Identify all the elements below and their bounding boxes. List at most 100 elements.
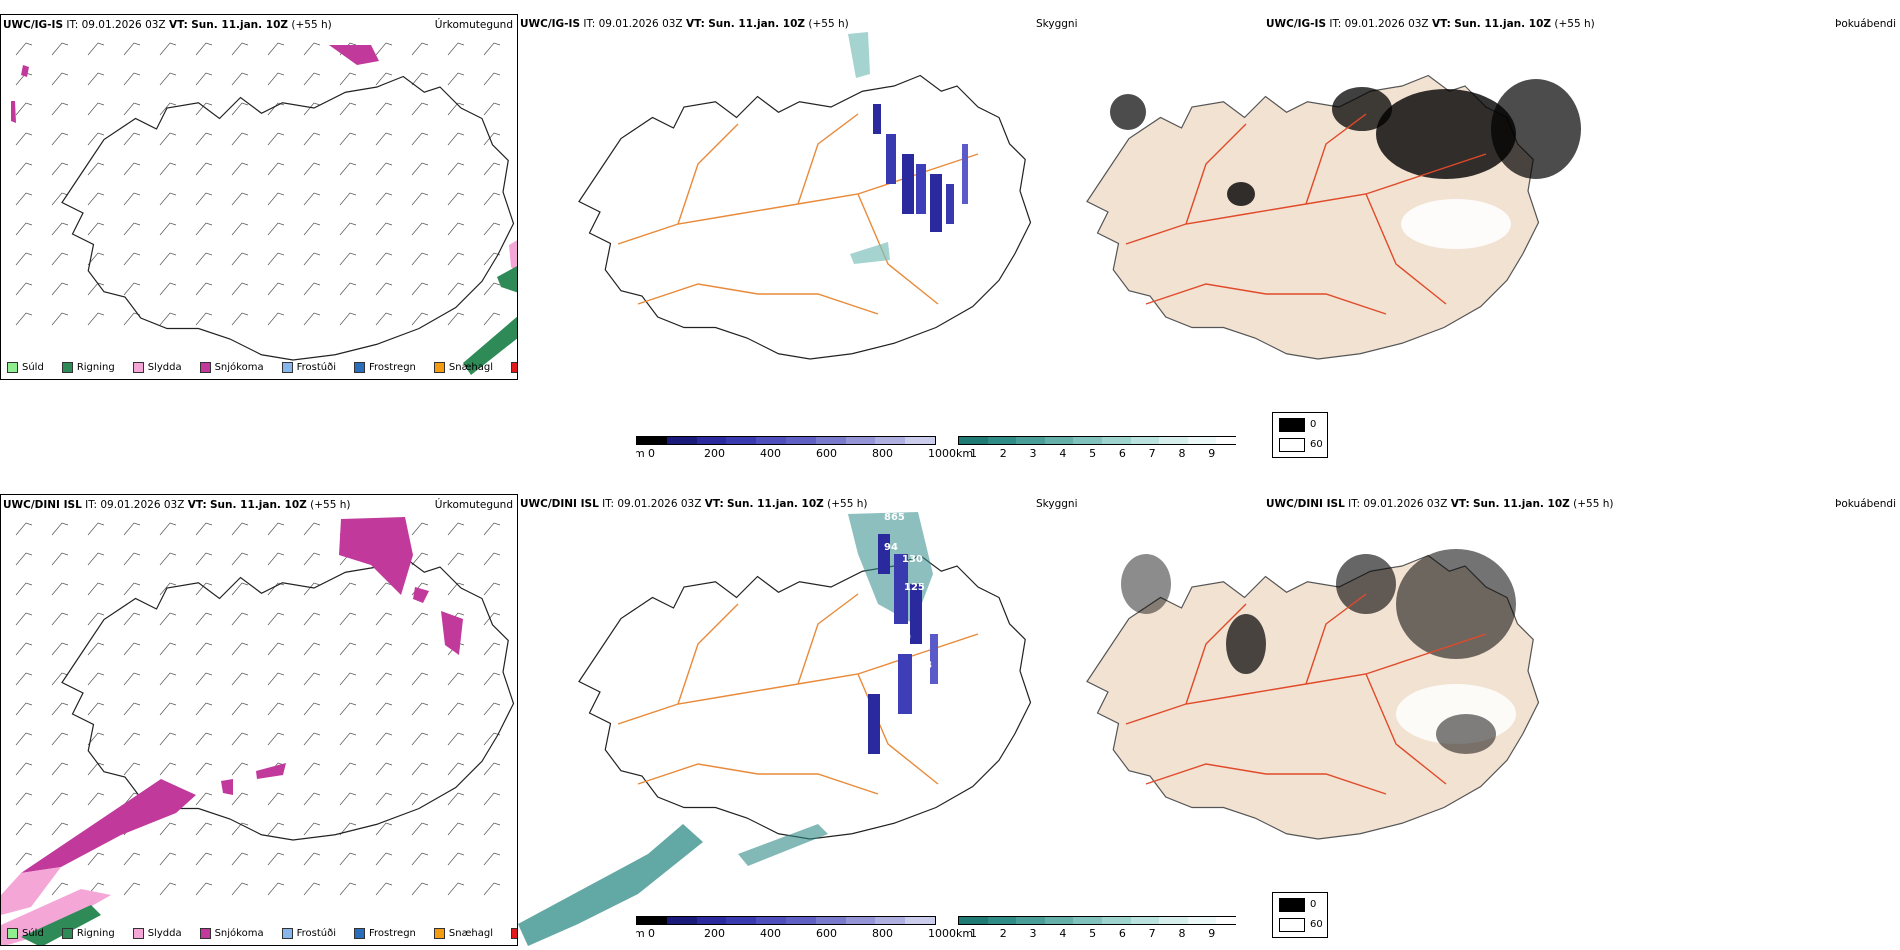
wind-barb xyxy=(159,732,177,746)
legend-swatch xyxy=(281,362,293,373)
wind-barb xyxy=(231,732,249,746)
legend-label: Súld xyxy=(22,928,44,939)
skyggni-title: Skyggni xyxy=(1036,18,1078,30)
wind-barb xyxy=(159,822,177,836)
wind-barb xyxy=(447,162,465,176)
sleet-area xyxy=(1,867,61,915)
road-network xyxy=(1125,113,1487,315)
colorbar-tick: 200 xyxy=(704,447,725,460)
wind-barb xyxy=(339,762,357,776)
colorbar-tick: 2 xyxy=(999,447,1007,460)
road-line xyxy=(1305,593,1367,685)
wind-barb xyxy=(483,642,501,656)
low-visibility-area xyxy=(848,32,870,78)
wind-barb xyxy=(231,162,249,176)
wind-barb xyxy=(411,42,429,56)
wind-barb xyxy=(51,762,69,776)
iceland-coastline xyxy=(61,75,515,361)
wind-barb xyxy=(483,102,501,116)
iceland-coastline xyxy=(578,554,1032,840)
wind-barb xyxy=(231,222,249,236)
wind-barb xyxy=(123,162,141,176)
cloud-base-labels: 95 xyxy=(956,212,970,223)
wind-barb xyxy=(483,192,501,206)
wind-barb xyxy=(447,582,465,596)
cloud-base-label: 865 xyxy=(884,512,905,523)
wind-barb xyxy=(339,252,357,266)
wind-barb xyxy=(195,282,213,296)
wind-barb xyxy=(339,102,357,116)
wind-barb xyxy=(303,762,321,776)
wind-barb xyxy=(339,822,357,836)
colorbar-tick: 9 xyxy=(1208,447,1216,460)
wind-barb xyxy=(375,852,393,866)
wind-barb xyxy=(267,102,285,116)
wind-barb xyxy=(195,762,213,776)
wind-barb xyxy=(267,252,285,266)
wind-barb xyxy=(483,282,501,296)
wind-barb xyxy=(303,552,321,566)
wind-barb xyxy=(411,72,429,86)
wind-barb xyxy=(195,792,213,806)
wind-barb xyxy=(123,72,141,86)
wind-barb xyxy=(339,282,357,296)
wind-barb xyxy=(447,282,465,296)
wind-barb xyxy=(267,582,285,596)
legend-label: Snjókoma xyxy=(214,362,264,373)
wind-barb xyxy=(15,222,33,236)
wind-barb xyxy=(15,642,33,656)
wind-barb xyxy=(411,552,429,566)
wind-barb xyxy=(303,252,321,266)
wind-barb xyxy=(303,582,321,596)
wind-barb xyxy=(447,72,465,86)
cloud-base-labels: 865 94 130 125 68 180 xyxy=(884,512,932,671)
wind-barb xyxy=(159,282,177,296)
wind-barb xyxy=(51,282,69,296)
wind-barb xyxy=(123,522,141,536)
wind-barb xyxy=(51,672,69,686)
colorbar-tick: 800 xyxy=(872,447,893,460)
low-visibility-area xyxy=(738,824,828,866)
road-line xyxy=(797,593,859,685)
legend-swatch xyxy=(132,928,144,939)
wind-barb xyxy=(231,822,249,836)
wind-barb xyxy=(159,192,177,206)
road-line xyxy=(637,763,759,785)
wind-barb xyxy=(231,42,249,56)
wind-barb xyxy=(195,162,213,176)
wind-barb xyxy=(195,72,213,86)
road-line xyxy=(758,773,879,795)
wind-barb xyxy=(447,522,465,536)
wind-barb xyxy=(411,762,429,776)
iceland-outline xyxy=(578,554,1032,840)
legend-swatch xyxy=(354,928,365,939)
low-cloud-cells xyxy=(873,104,968,232)
legend-item: Slydda xyxy=(132,362,182,373)
wind-barb xyxy=(231,72,249,86)
colorbar-tick: 0 xyxy=(648,447,655,460)
wind-barb xyxy=(159,882,177,896)
legend-item: Slydda xyxy=(132,928,182,939)
wind-barb xyxy=(231,882,249,896)
legend-label: Slydda xyxy=(147,362,182,373)
wind-barbs xyxy=(15,522,501,896)
wind-barb xyxy=(195,522,213,536)
wind-barb xyxy=(447,132,465,146)
map-header: UWC/DINI ISL IT: 09.01.2026 03Z VT: Sun.… xyxy=(3,499,351,511)
wind-barb xyxy=(267,822,285,836)
wind-barb xyxy=(15,822,33,836)
wind-barb xyxy=(375,192,393,206)
wind-barb xyxy=(159,702,177,716)
wind-barb xyxy=(15,672,33,686)
wind-barb xyxy=(51,552,69,566)
wind-barb xyxy=(303,42,321,56)
wind-barb xyxy=(303,222,321,236)
wind-barb xyxy=(375,672,393,686)
fog-index-map-row1: Skyggni UWC/IG-IS IT: 09.01.2026 03Z VT:… xyxy=(1036,14,1900,380)
wind-barb xyxy=(303,102,321,116)
wind-barb xyxy=(375,822,393,836)
wind-barb xyxy=(51,222,69,236)
snow-area xyxy=(413,587,429,603)
map-header: UWC/DINI ISL IT: 09.01.2026 03Z VT: Sun.… xyxy=(1266,498,1614,510)
wind-barb xyxy=(447,312,465,326)
